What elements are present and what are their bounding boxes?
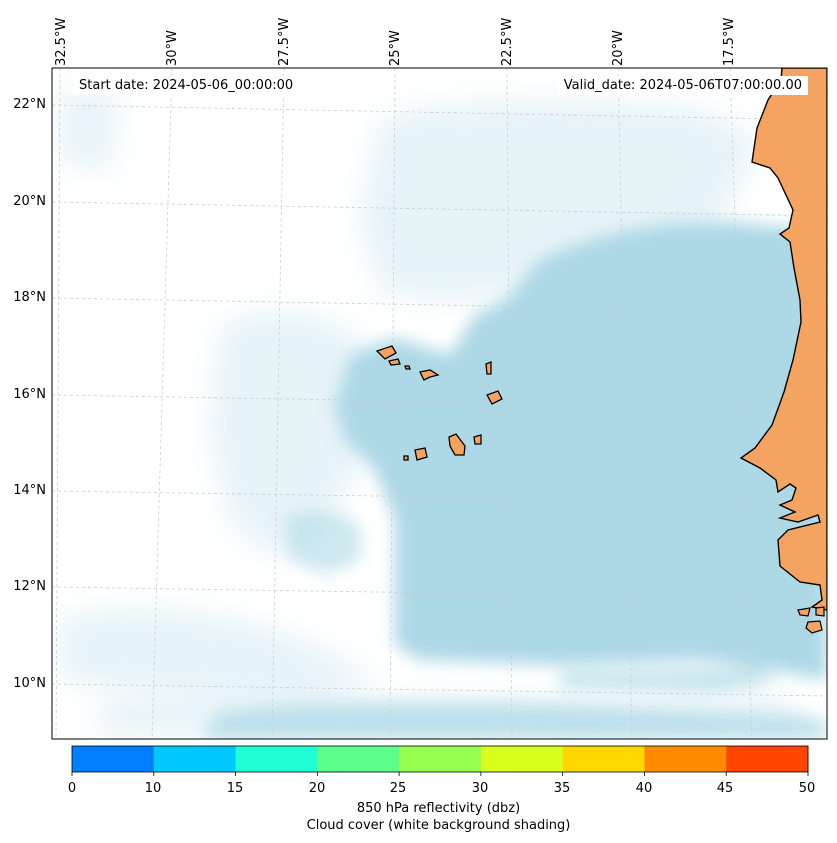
gridlines (52, 68, 827, 739)
latitude-label: 22°N (13, 97, 46, 112)
island-maio (473, 434, 482, 445)
island-boa-vista (486, 390, 503, 405)
start-date-label: Start date: 2024-05-06_00:00:00 (73, 76, 300, 95)
longitude-label: 17.5°W (722, 17, 737, 66)
latitude-label: 16°N (13, 387, 46, 402)
colorbar-tick-label: 30 (471, 781, 489, 796)
island-sao-vicente (388, 358, 401, 366)
longitude-label: 32.5°W (54, 17, 69, 66)
cloud-band-south (200, 703, 827, 739)
island-sal (485, 361, 492, 375)
longitude-label: 22.5°W (500, 17, 515, 66)
colorbar-tick-label: 0 (67, 781, 77, 796)
latitude-label: 18°N (13, 290, 46, 305)
colorbar-segment (562, 746, 645, 772)
colorbar-border (71, 745, 809, 773)
valid-date-label: Valid_date: 2024-05-06T07:00:00.00 (557, 76, 808, 95)
longitude-label: 25°W (388, 30, 403, 66)
africa-land (739, 68, 827, 611)
island-santiago (448, 433, 466, 456)
colorbar-segment (153, 746, 237, 772)
colorbar-tick-label: 45 (716, 781, 734, 796)
colorbar-segment (726, 746, 809, 772)
latitude-label: 14°N (13, 483, 46, 498)
colorbar-label: 850 hPa reflectivity (dbz) (356, 801, 521, 816)
cape-verde-islands (375, 345, 503, 461)
colorbar-segment (480, 746, 564, 772)
colorbar-segment (235, 746, 318, 772)
colorbar-tick-label: 10 (144, 781, 162, 796)
map-frame (51, 67, 828, 740)
island-brava (403, 455, 409, 461)
latitude-label: 10°N (13, 676, 46, 691)
bissagos-island (797, 607, 811, 617)
colorbar-segment (317, 746, 400, 772)
colorbar-tick-label: 40 (635, 781, 653, 796)
longitude-label: 27.5°W (277, 17, 292, 66)
colorbar-tick-label: 15 (226, 781, 244, 796)
bissagos-island (815, 606, 825, 617)
colorbar-tick-label: 20 (308, 781, 326, 796)
colorbar-segment (399, 746, 482, 772)
island-santo-antao (375, 345, 397, 360)
colorbar-tick-label: 50 (798, 781, 816, 796)
cloud-patch-west (285, 511, 362, 575)
colorbar-segment (72, 746, 155, 772)
map-area (52, 68, 827, 739)
bissagos-island (805, 620, 823, 634)
colorbar-sublabel: Cloud cover (white background shading) (306, 818, 571, 833)
colorbar-tick-label: 35 (553, 781, 571, 796)
colorbar (71, 745, 809, 776)
longitude-label: 30°W (165, 30, 180, 66)
cloud-band-east (560, 668, 775, 692)
island-santa-luzia (404, 365, 411, 370)
cloud-mass-main (335, 221, 827, 680)
colorbar-tick-label: 25 (389, 781, 407, 796)
island-fogo (414, 447, 428, 461)
latitude-label: 20°N (13, 194, 46, 209)
cloud-cover-shading (200, 221, 827, 739)
longitude-label: 20°W (611, 30, 626, 66)
latitude-label: 12°N (13, 579, 46, 594)
island-sao-nicolau (419, 369, 440, 381)
colorbar-segment (644, 746, 727, 772)
